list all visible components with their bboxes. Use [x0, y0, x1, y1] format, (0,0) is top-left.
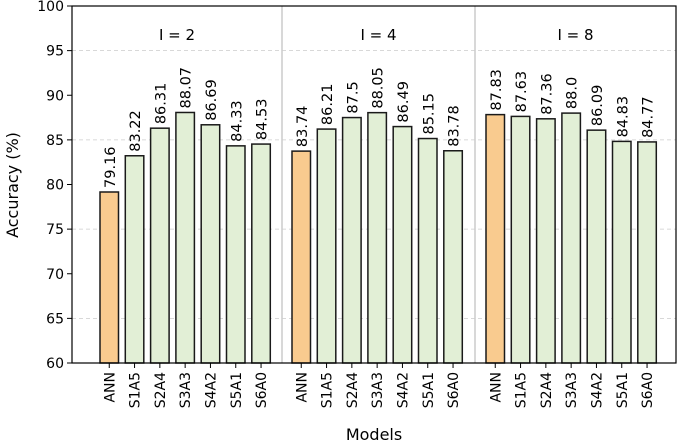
y-tick-label: 85 [46, 133, 64, 149]
value-label: 83.78 [447, 105, 463, 147]
x-tick-label: S6A0 [640, 372, 656, 408]
value-label: 83.74 [295, 106, 311, 148]
y-axis-label: Accuracy (%) [3, 132, 22, 238]
y-tick-label: 65 [46, 311, 64, 327]
bar-s6a0 [637, 141, 658, 364]
y-tick-label: 70 [46, 267, 64, 283]
x-tick-label: S3A3 [564, 372, 580, 408]
x-tick-label: S5A1 [229, 372, 245, 408]
value-label: 86.31 [153, 83, 169, 125]
bar-s2a4 [535, 118, 556, 364]
plot-frame [71, 5, 677, 364]
bar-s1a5 [510, 115, 531, 364]
value-label: 83.22 [128, 110, 144, 152]
value-label: 88.07 [179, 67, 195, 109]
x-tick-label: S3A3 [178, 372, 194, 408]
y-tick-label: 75 [46, 222, 64, 238]
y-tick-label: 60 [46, 356, 64, 372]
x-tick-label: ANN [102, 372, 118, 403]
value-label: 79.16 [103, 146, 119, 188]
x-tick-label: S4A2 [203, 372, 219, 408]
bar-s5a1 [225, 145, 246, 364]
bar-s5a1 [417, 137, 438, 364]
value-label: 84.53 [255, 99, 271, 141]
x-tick-label: S5A1 [421, 372, 437, 408]
bar-s1a5 [124, 155, 145, 364]
x-tick-label: S1A5 [128, 372, 144, 408]
x-tick-label: S2A4 [153, 372, 169, 408]
y-tick-label: 100 [37, 0, 64, 15]
group-label: I = 2 [159, 26, 195, 44]
value-label: 85.15 [421, 93, 437, 135]
bar-s4a2 [392, 125, 413, 364]
value-label: 87.83 [489, 69, 505, 111]
bar-ann [99, 191, 120, 364]
value-label: 87.5 [345, 81, 361, 113]
x-axis-label: Models [346, 425, 402, 444]
x-tick-label: S5A1 [615, 372, 631, 408]
x-tick-label: S6A0 [254, 372, 270, 408]
value-label: 84.83 [615, 96, 631, 138]
value-label: 87.36 [539, 73, 555, 115]
bar-s3a3 [175, 111, 196, 364]
x-tick-label: S4A2 [395, 372, 411, 408]
y-tick-label: 95 [46, 44, 64, 60]
bar-s4a2 [200, 124, 221, 364]
x-tick-label: S4A2 [589, 372, 605, 408]
x-tick-label: S1A5 [514, 372, 530, 408]
bar-s3a3 [367, 111, 388, 364]
value-label: 86.09 [590, 85, 606, 127]
x-tick-label: S1A5 [320, 372, 336, 408]
value-label: 87.63 [514, 71, 530, 113]
bar-s2a4 [149, 127, 170, 364]
value-label: 84.33 [229, 100, 245, 142]
bar-s6a0 [443, 150, 464, 364]
bar-s2a4 [341, 116, 362, 364]
bars: I = 2 79.16 83.22 86.31 88.07 86.69 84.33 84.53… [99, 26, 658, 364]
x-tick-label: ANN [294, 372, 310, 403]
x-tick-label: S6A0 [446, 372, 462, 408]
group-label: I = 8 [557, 26, 593, 44]
value-label: 88.05 [371, 67, 387, 109]
bar-s4a2 [586, 129, 607, 364]
value-label: 86.49 [396, 81, 412, 123]
bar-s1a5 [316, 128, 337, 364]
bar-s6a0 [251, 143, 272, 364]
bar-s5a1 [611, 140, 632, 364]
x-tick-label: S3A3 [370, 372, 386, 408]
x-tick-label: S2A4 [539, 372, 555, 408]
x-tick-label: S2A4 [345, 372, 361, 408]
x-tick-label: ANN [488, 372, 504, 403]
value-label: 84.77 [641, 96, 657, 138]
value-label: 86.21 [320, 84, 336, 126]
axes: 60 65 70 75 80 85 90 95 100 ANN S1A5 S2A4 S3A3 S4A2 S5… [37, 0, 677, 408]
bar-s3a3 [561, 112, 582, 364]
y-tick-label: 90 [46, 88, 64, 104]
bar-ann [485, 113, 506, 364]
bar-ann [291, 150, 312, 364]
value-label: 86.69 [204, 79, 220, 121]
group-label: I = 4 [360, 26, 396, 44]
value-label: 88.0 [565, 77, 581, 109]
y-tick-label: 80 [46, 178, 64, 194]
